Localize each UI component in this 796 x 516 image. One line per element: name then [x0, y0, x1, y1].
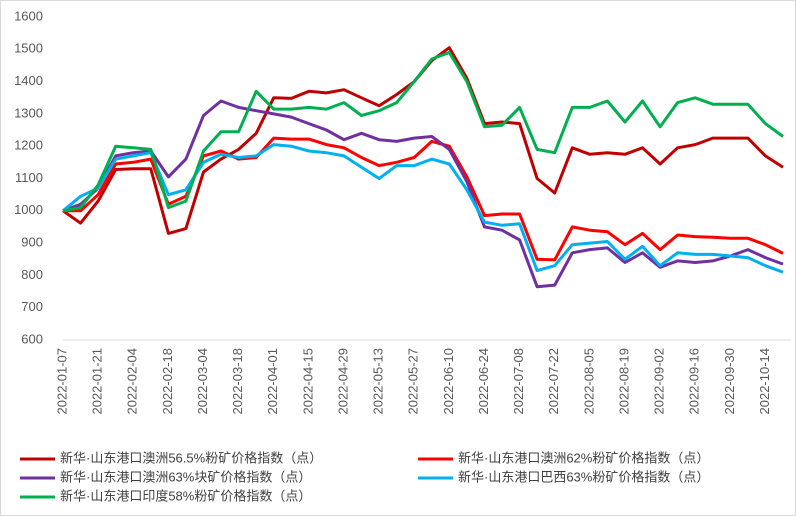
x-tick-label: 2022-09-16: [687, 348, 702, 415]
x-tick-label: 2022-03-18: [230, 348, 245, 415]
legend-label: 新华·山东港口澳洲56.5%粉矿价格指数（点）: [60, 450, 322, 465]
x-tick-label: 2022-08-19: [616, 348, 631, 415]
x-tick-label: 2022-04-15: [300, 348, 315, 415]
series-line: [62, 51, 784, 213]
y-tick-label: 900: [21, 235, 43, 250]
x-tick-label: 2022-02-04: [125, 348, 140, 415]
legend-label: 新华·山东港口印度58%粉矿价格指数（点）: [60, 488, 311, 503]
y-tick-label: 1400: [14, 73, 43, 88]
x-tick-label: 2022-05-13: [371, 348, 386, 415]
y-tick-label: 1200: [14, 138, 43, 153]
x-tick-label: 2022-03-04: [195, 348, 210, 415]
x-tick-label: 2022-04-29: [335, 348, 350, 415]
x-tick-label: 2022-06-24: [476, 348, 491, 415]
x-tick-label: 2022-05-27: [406, 348, 421, 415]
y-tick-label: 800: [21, 267, 43, 282]
y-tick-label: 1300: [14, 105, 43, 120]
y-tick-label: 600: [21, 331, 43, 346]
x-tick-label: 2022-08-05: [581, 348, 596, 415]
x-tick-label: 2022-09-02: [652, 348, 667, 415]
series-line: [63, 136, 784, 262]
x-tick-label: 2022-01-07: [54, 348, 69, 415]
legend-label: 新华·山东港口巴西63%粉矿价格指数（点）: [458, 469, 709, 484]
x-tick-label: 2022-07-08: [511, 348, 526, 415]
x-tick-label: 2022-09-30: [722, 348, 737, 415]
x-tick-label: 2022-10-14: [757, 348, 772, 415]
y-tick-label: 1100: [15, 170, 43, 185]
series-line: [62, 99, 784, 289]
y-tick-label: 1500: [14, 41, 43, 56]
x-tick-label: 2022-02-18: [160, 348, 175, 415]
legend-label: 新华·山东港口澳洲63%块矿价格指数（点）: [60, 469, 311, 484]
x-tick-label: 2022-01-21: [90, 348, 105, 415]
series-line: [62, 143, 784, 274]
y-tick-label: 700: [21, 299, 43, 314]
y-tick-label: 1000: [14, 202, 43, 217]
x-tick-label: 2022-07-22: [546, 348, 561, 415]
legend-label: 新华·山东港口澳洲62%粉矿价格指数（点）: [458, 450, 709, 465]
y-tick-label: 1600: [14, 8, 43, 23]
x-tick-label: 2022-06-10: [441, 348, 456, 415]
x-tick-label: 2022-04-01: [265, 348, 280, 415]
